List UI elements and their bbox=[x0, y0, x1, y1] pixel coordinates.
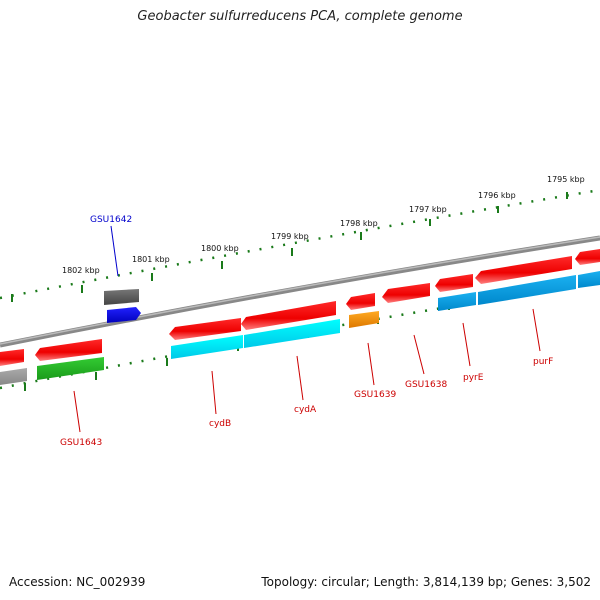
tick-label: 1800 kbp bbox=[201, 244, 239, 253]
gene-block[interactable] bbox=[244, 319, 340, 348]
gene-arrow[interactable] bbox=[575, 249, 600, 265]
genome-backbone bbox=[0, 235, 600, 348]
gene-label-gsu1642[interactable]: GSU1642 bbox=[90, 215, 132, 225]
gene-arrow[interactable] bbox=[435, 274, 473, 292]
label-leader bbox=[413, 334, 425, 375]
label-leader bbox=[367, 342, 375, 386]
forward-strand-genes bbox=[0, 249, 600, 366]
accession-text: Accession: NC_002939 bbox=[9, 575, 146, 589]
gene-label-purf[interactable]: purF bbox=[533, 357, 553, 367]
gene-block[interactable] bbox=[171, 335, 243, 359]
label-leader bbox=[462, 322, 471, 367]
major-ticks-upper bbox=[11, 192, 568, 302]
gene-label-gsu1638[interactable]: GSU1638 bbox=[405, 380, 447, 390]
gene-arrow-gsu1642-cog[interactable] bbox=[104, 289, 139, 305]
gene-label-pyre[interactable]: pyrE bbox=[463, 373, 484, 383]
gene-arrow[interactable] bbox=[35, 339, 102, 361]
tick-label: 1797 kbp bbox=[409, 205, 447, 214]
gene-arrow[interactable] bbox=[0, 349, 24, 366]
gene-label-cydb[interactable]: cydB bbox=[209, 419, 231, 429]
label-leader bbox=[211, 370, 217, 415]
gene-label-cyda[interactable]: cydA bbox=[294, 405, 317, 415]
topology-text: Topology: circular; Length: 3,814,139 bp… bbox=[261, 575, 591, 589]
gene-arrow-gsu1642[interactable] bbox=[107, 307, 141, 323]
gene-block[interactable] bbox=[37, 357, 104, 380]
gene-block[interactable] bbox=[0, 368, 27, 385]
gene-arrow[interactable] bbox=[169, 318, 241, 340]
tick-label: 1798 kbp bbox=[340, 219, 378, 228]
gene-block[interactable] bbox=[478, 275, 576, 305]
gene-arrow[interactable] bbox=[241, 301, 336, 330]
gene-arrow[interactable] bbox=[475, 256, 572, 284]
gene-block[interactable] bbox=[349, 311, 379, 328]
tick-label: 1796 kbp bbox=[478, 191, 516, 200]
tick-label: 1801 kbp bbox=[132, 255, 170, 264]
tick-label: 1795 kbp bbox=[547, 175, 585, 184]
label-leader bbox=[73, 390, 81, 433]
label-leader bbox=[110, 225, 119, 277]
gene-label-gsu1639[interactable]: GSU1639 bbox=[354, 390, 396, 400]
label-leader bbox=[532, 308, 541, 352]
gene-arrow[interactable] bbox=[346, 293, 375, 310]
gene-block[interactable] bbox=[438, 292, 476, 311]
tick-label: 1799 kbp bbox=[271, 232, 309, 241]
tick-ring-upper bbox=[0, 188, 600, 300]
map-title: Geobacter sulfurreducens PCA, complete g… bbox=[137, 9, 463, 24]
label-leader bbox=[296, 355, 304, 401]
tick-label: 1802 kbp bbox=[62, 266, 100, 275]
gene-label-gsu1643[interactable]: GSU1643 bbox=[60, 438, 102, 448]
gene-block[interactable] bbox=[578, 271, 600, 288]
category-strand bbox=[0, 271, 600, 385]
gene-arrow[interactable] bbox=[382, 283, 430, 303]
